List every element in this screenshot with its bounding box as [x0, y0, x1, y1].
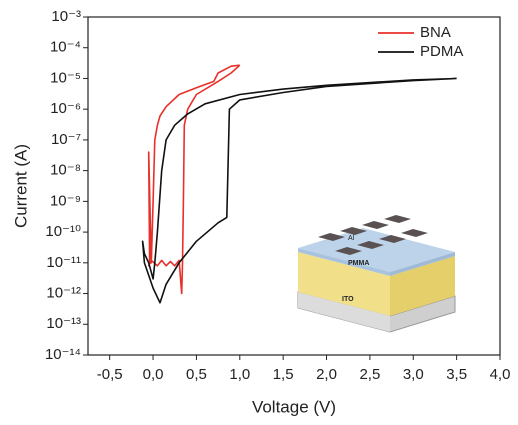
y-tick-label: 10⁻¹¹: [46, 254, 81, 271]
y-tick-label: 10⁻⁶: [50, 100, 81, 117]
x-tick-label: 4,0: [490, 366, 511, 383]
data-line: [141, 77, 457, 304]
y-tick-label: 10⁻³: [51, 8, 81, 25]
x-tick-label: 2,0: [316, 366, 337, 383]
y-tick-label: 10⁻⁴: [50, 39, 81, 56]
x-tick-label: 2,5: [359, 366, 380, 383]
y-tick-label: 10⁻¹⁰: [45, 223, 81, 240]
y-tick-label: 10⁻¹³: [46, 315, 81, 332]
data-line: [147, 64, 241, 295]
y-tick-label: 10⁻⁷: [51, 131, 81, 148]
x-tick-label: -0,5: [97, 366, 123, 383]
x-tick-label: 1,0: [229, 366, 250, 383]
x-tick-label: 0,5: [186, 366, 207, 383]
inset-label: Al: [348, 235, 355, 242]
x-tick-label: 3,5: [446, 366, 467, 383]
y-tick-label: 10⁻¹⁴: [45, 346, 81, 363]
y-tick-label: 10⁻⁹: [50, 192, 81, 209]
x-tick-label: 1,5: [273, 366, 294, 383]
inset-label: ITO: [342, 296, 354, 303]
y-tick-label: 10⁻⁸: [50, 162, 81, 179]
x-tick-label: 3,0: [403, 366, 424, 383]
y-tick-label: 10⁻⁵: [50, 69, 81, 86]
inset-device: Al PMMA ITO: [297, 215, 456, 333]
inset-label: PMMA: [348, 260, 369, 267]
legend-label: BNA: [420, 24, 451, 41]
y-tick-label: 10⁻¹²: [46, 285, 81, 302]
x-axis-title: Voltage (V): [252, 397, 336, 416]
plot-frame: [87, 16, 501, 356]
x-tick-label: 0,0: [143, 366, 164, 383]
legend-label: PDMA: [420, 43, 463, 60]
y-axis-title: Current (A): [11, 144, 30, 228]
